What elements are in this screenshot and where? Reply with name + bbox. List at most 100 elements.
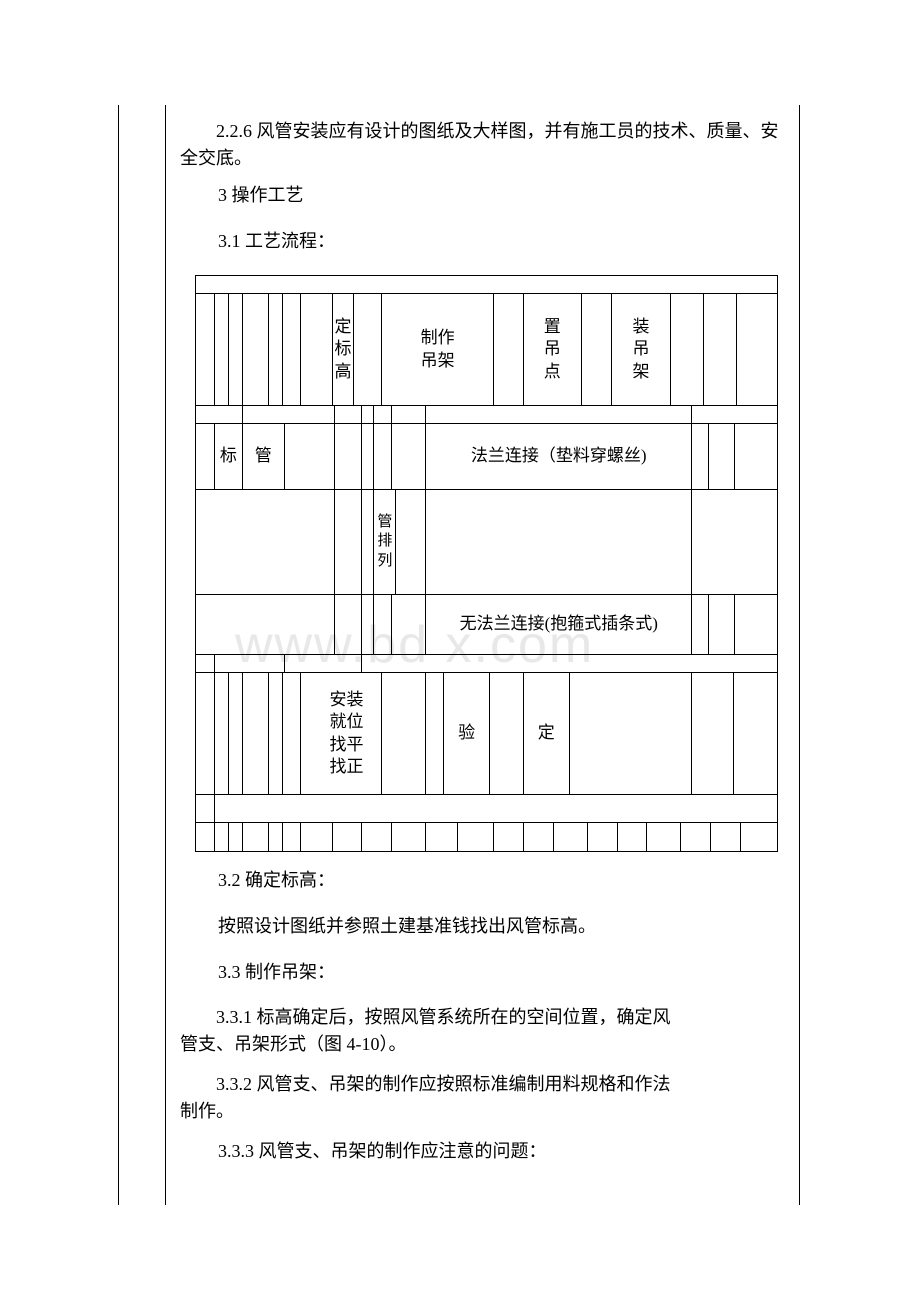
fc-text: 验	[458, 722, 475, 744]
fc-r3-c9	[692, 424, 709, 489]
fc-r4-c4	[396, 490, 426, 594]
fc-r3-biao: 标	[215, 424, 243, 489]
fc-r3-c6	[374, 424, 392, 489]
fc-r9s-c11	[458, 823, 494, 851]
fc-text: 安装就位找平找正	[319, 689, 364, 777]
paragraph-3-2: 3.2 确定标高：	[218, 867, 335, 894]
fc-r8s-c1	[215, 795, 777, 822]
fc-r7-c13	[692, 673, 734, 794]
fc-r9s-c8	[362, 823, 392, 851]
fc-r1-biaogao: 定标高	[333, 294, 355, 405]
fc-r9s-c1	[215, 823, 229, 851]
fc-r9s-c2	[229, 823, 243, 851]
fc-r7-c14	[734, 673, 777, 794]
fc-r1-c12	[582, 294, 612, 405]
fc-r9s-c12	[494, 823, 524, 851]
fc-r2s-c6	[426, 406, 692, 423]
fc-r7-c1	[215, 673, 229, 794]
paragraph-3: 3 操作工艺	[218, 182, 778, 209]
fc-r1-c8	[354, 294, 382, 405]
fc-r2s-c2	[335, 406, 363, 423]
fc-text: 定标高	[333, 316, 354, 382]
para-text-line1: 3.3.2 风管支、吊架的制作应按照标准编制用料规格和作法	[180, 1071, 785, 1098]
fc-text: 法兰连接（垫料穿螺丝)	[461, 445, 657, 467]
fc-r3-c0	[196, 424, 215, 489]
para-text: 2.2.6 风管安装应有设计的图纸及大样图，并有施工员的技术、质量、安全交底。	[180, 118, 785, 172]
fc-r1-c10	[494, 294, 524, 405]
fc-r7-c10	[490, 673, 524, 794]
fc-r2s-c0	[196, 406, 243, 423]
fc-r9s-c0	[196, 823, 215, 851]
fc-r1-c0	[196, 294, 215, 405]
fc-r4-c6	[692, 490, 777, 594]
paragraph-3-3-3: 3.3.3 风管支、吊架的制作应注意的问题：	[218, 1138, 547, 1165]
fc-r7-c4	[269, 673, 283, 794]
fc-r7-c2	[229, 673, 243, 794]
para-text-line2: 管支、吊架形式（图 4-10）。	[180, 1031, 785, 1058]
fc-r9s-c17	[647, 823, 681, 851]
paragraph-3-1: 3.1 工艺流程：	[218, 228, 778, 255]
fc-text: 定	[538, 722, 555, 744]
fc-r7-c5	[283, 673, 301, 794]
paragraph-3-3: 3.3 制作吊架：	[218, 959, 335, 986]
fc-r7-c0	[196, 673, 215, 794]
fc-r4-c0	[196, 490, 335, 594]
fc-text: 装吊架	[630, 316, 652, 382]
fc-r4-c2	[362, 490, 374, 594]
fc-r9s-c14	[554, 823, 588, 851]
fc-text: 置吊点	[541, 316, 563, 382]
fc-r6s-c2	[285, 655, 363, 672]
fc-r6s-c3	[362, 655, 777, 672]
fc-r5-wufalan: 无法兰连接(抱箍式插条式)	[426, 595, 692, 654]
fc-r1-c15	[704, 294, 737, 405]
paragraph-3-3-1: 3.3.1 标高确定后，按照风管系统所在的空间位置，确定风 管支、吊架形式（图 …	[180, 1004, 785, 1058]
fc-text: 制作吊架	[418, 327, 458, 371]
fc-r9s-c19	[711, 823, 741, 851]
fc-r6s-c1	[215, 655, 285, 672]
fc-r9s-c18	[681, 823, 711, 851]
fc-r1-c6	[301, 294, 333, 405]
flowchart-table: 定标高 制作吊架 置吊点 装吊架 标 管	[195, 275, 778, 852]
fc-text: 管	[255, 445, 272, 467]
para-text-line1: 3.3.1 标高确定后，按照风管系统所在的空间位置，确定风	[180, 1004, 785, 1031]
fc-r9s-c13	[524, 823, 554, 851]
fc-r2s-c5	[392, 406, 426, 423]
fc-r5-c0	[196, 595, 335, 654]
fc-r3-falan: 法兰连接（垫料穿螺丝)	[426, 424, 692, 489]
fc-r1-zhizuo: 制作吊架	[382, 294, 494, 405]
fc-r2s-c4	[374, 406, 392, 423]
fc-r5-c2	[362, 595, 374, 654]
fc-r1-c4	[269, 294, 283, 405]
fc-r8s-c0	[196, 795, 215, 822]
fc-r9s-c16	[618, 823, 648, 851]
fc-r1-c3	[243, 294, 269, 405]
fc-r5-c4	[392, 595, 426, 654]
paragraph-2-2-6: 2.2.6 风管安装应有设计的图纸及大样图，并有施工员的技术、质量、安全交底。	[180, 118, 785, 172]
fc-r1-c16	[737, 294, 777, 405]
fc-r5-c8	[735, 595, 777, 654]
fc-r5-c1	[335, 595, 363, 654]
fc-r4-guanpai: 管排列	[374, 490, 396, 594]
fc-r3-c7	[392, 424, 426, 489]
paragraph-3-2-body: 按照设计图纸并参照土建基准钱找出风管标高。	[218, 913, 596, 940]
fc-r1-c14	[671, 294, 704, 405]
fc-r7-c3	[243, 673, 269, 794]
fc-r4-c5	[426, 490, 692, 594]
fc-r2s-c1	[243, 406, 335, 423]
fc-r7-yan: 验	[444, 673, 490, 794]
fc-r1-c1	[215, 294, 229, 405]
fc-r9s-c3	[243, 823, 269, 851]
fc-r9s-c7	[333, 823, 363, 851]
fc-r7-c7	[382, 673, 426, 794]
fc-r9s-c20	[741, 823, 777, 851]
fc-r4-c1	[335, 490, 363, 594]
paragraph-3-3-2: 3.3.2 风管支、吊架的制作应按照标准编制用料规格和作法 制作。	[180, 1071, 785, 1125]
fc-r9s-c5	[283, 823, 301, 851]
fc-r9s-c6	[301, 823, 333, 851]
fc-r1-c5	[283, 294, 301, 405]
fc-r7-ding: 定	[524, 673, 570, 794]
fc-r5-c3	[374, 595, 392, 654]
fc-r7-anzhuang: 安装就位找平找正	[301, 673, 383, 794]
para-text-line2: 制作。	[180, 1098, 785, 1125]
fc-r5-c7	[709, 595, 735, 654]
